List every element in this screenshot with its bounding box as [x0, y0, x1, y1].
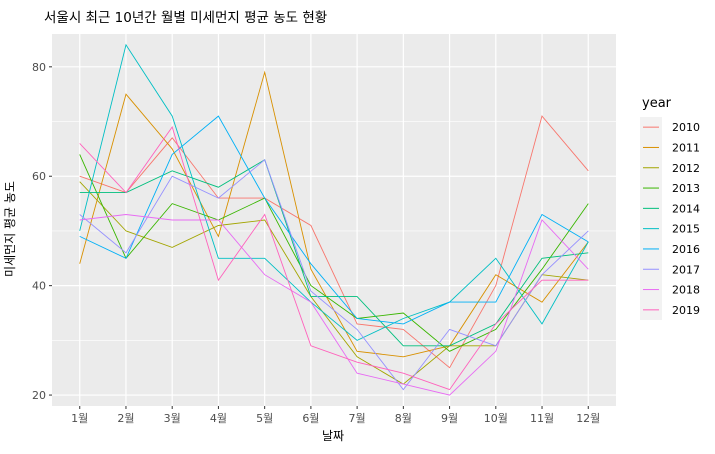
x-tick-label: 6월	[302, 412, 319, 425]
x-tick-label: 10월	[484, 412, 508, 425]
legend-label-2015: 2015	[672, 223, 700, 236]
legend-label-2013: 2013	[672, 182, 700, 195]
series-line-2019	[79, 125, 589, 391]
panel-background	[52, 34, 616, 406]
legend-label-2018: 2018	[672, 284, 700, 297]
x-tick-label: 2월	[117, 412, 134, 425]
legend-label-2016: 2016	[672, 243, 700, 256]
legend-label-2014: 2014	[672, 202, 700, 215]
legend: year 2010 2011 2012 2013 2014 2015 2016 2017 201…	[640, 96, 700, 320]
series-line-2015	[79, 43, 589, 341]
x-tick-label: 5월	[256, 412, 273, 425]
series-line-2018	[79, 214, 589, 396]
series-line-2010	[79, 115, 589, 369]
x-tick-label: 7월	[349, 412, 366, 425]
legend-label-2019: 2019	[672, 304, 700, 317]
y-tick-label: 60	[32, 170, 46, 183]
x-axis: 1월 2월 3월 4월 5월 6월 7월 8월 9월 10월 11월 12월	[71, 406, 600, 425]
y-axis-label: 미세먼지 평균 농도	[3, 181, 17, 277]
series-line-2016	[79, 115, 589, 325]
x-tick-label: 3월	[164, 412, 181, 425]
x-tick-label: 9월	[441, 412, 458, 425]
series-lines	[79, 43, 589, 396]
y-axis: 20 40 60 80	[32, 61, 52, 402]
x-tick-label: 12월	[576, 412, 600, 425]
legend-label-2012: 2012	[672, 162, 700, 175]
series-line-2017	[79, 159, 589, 391]
x-tick-label: 11월	[530, 412, 554, 425]
x-tick-label: 1월	[71, 412, 88, 425]
x-tick-label: 4월	[210, 412, 227, 425]
x-axis-label: 날짜	[322, 429, 344, 443]
chart-title: 서울시 최근 10년간 월별 미세먼지 평균 농도 현황	[44, 10, 327, 26]
series-line-2014	[79, 159, 589, 347]
series-line-2013	[79, 154, 589, 352]
y-tick-label: 40	[32, 280, 46, 293]
plot-panel	[52, 34, 616, 406]
legend-label-2010: 2010	[672, 121, 700, 134]
y-tick-label: 80	[32, 61, 46, 74]
legend-label-2017: 2017	[672, 263, 700, 276]
y-tick-label: 20	[32, 389, 46, 402]
legend-title: year	[642, 96, 672, 111]
legend-label-2011: 2011	[672, 141, 700, 154]
x-tick-label: 8월	[395, 412, 412, 425]
